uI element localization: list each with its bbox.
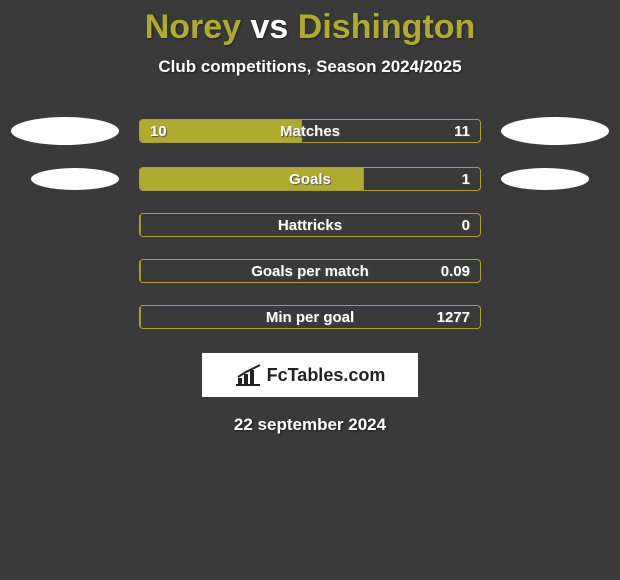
page-title: Norey vs Dishington bbox=[0, 0, 620, 47]
stat-right-value: 0.09 bbox=[441, 260, 470, 282]
stat-label: Hattricks bbox=[140, 214, 480, 236]
player-right-ellipse-icon bbox=[501, 117, 609, 145]
stat-right-value: 1 bbox=[462, 168, 470, 190]
stat-label: Matches bbox=[140, 120, 480, 142]
stat-bar: Min per goal 1277 bbox=[139, 305, 481, 329]
stat-label: Goals bbox=[140, 168, 480, 190]
stat-bar: 10 Matches 11 bbox=[139, 119, 481, 143]
stat-row-goals-per-match: Goals per match 0.09 bbox=[0, 259, 620, 283]
stat-rows: 10 Matches 11 Goals 1 Hattricks 0 G bbox=[0, 117, 620, 329]
stat-row-matches: 10 Matches 11 bbox=[0, 117, 620, 145]
title-right: Dishington bbox=[298, 8, 476, 46]
fctables-logo: FcTables.com bbox=[202, 353, 418, 397]
bar-chart-icon bbox=[235, 364, 261, 386]
player-right-ellipse-icon bbox=[501, 168, 589, 190]
stat-row-goals: Goals 1 bbox=[0, 167, 620, 191]
stat-right-value: 0 bbox=[462, 214, 470, 236]
stat-bar: Goals 1 bbox=[139, 167, 481, 191]
player-left-ellipse-icon bbox=[31, 168, 119, 190]
stat-label: Min per goal bbox=[140, 306, 480, 328]
stat-right-value: 1277 bbox=[437, 306, 470, 328]
title-vs: vs bbox=[241, 8, 298, 46]
stat-row-hattricks: Hattricks 0 bbox=[0, 213, 620, 237]
stat-bar: Hattricks 0 bbox=[139, 213, 481, 237]
stat-row-min-per-goal: Min per goal 1277 bbox=[0, 305, 620, 329]
stat-label: Goals per match bbox=[140, 260, 480, 282]
title-left: Norey bbox=[145, 8, 241, 46]
logo-text: FcTables.com bbox=[267, 365, 386, 386]
player-left-ellipse-icon bbox=[11, 117, 119, 145]
subtitle: Club competitions, Season 2024/2025 bbox=[0, 57, 620, 77]
date-text: 22 september 2024 bbox=[0, 415, 620, 435]
stat-right-value: 11 bbox=[454, 120, 470, 142]
stat-bar: Goals per match 0.09 bbox=[139, 259, 481, 283]
